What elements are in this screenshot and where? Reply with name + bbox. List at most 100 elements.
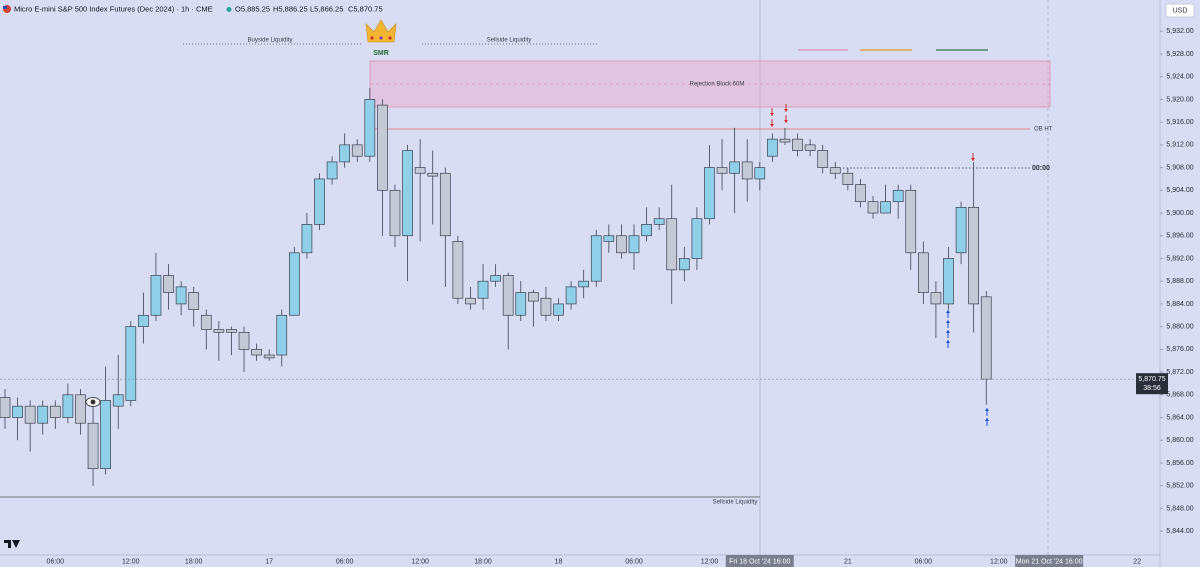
y-tick-label: 5,884.00 <box>1166 301 1193 308</box>
flag-icon-canton <box>3 6 7 9</box>
buyside-label: Buyside Liquidity <box>247 38 292 44</box>
candle-body <box>490 275 501 282</box>
candle-body <box>339 144 351 163</box>
sellside-top-label: Sellside Liquidity <box>487 38 532 44</box>
signal-arrow-head <box>971 158 975 161</box>
candle-body <box>200 314 212 330</box>
candle-body <box>0 397 11 418</box>
logo-text: SMR <box>373 50 389 57</box>
candle-body <box>439 172 451 237</box>
candle-body <box>213 329 225 333</box>
currency-label[interactable]: USD <box>1173 7 1188 14</box>
candle-body <box>565 286 577 305</box>
y-tick-label: 5,920.00 <box>1166 96 1193 103</box>
y-tick-label: 5,896.00 <box>1166 233 1193 240</box>
candle-body <box>855 184 866 203</box>
x-tick-label: 12:00 <box>411 558 429 565</box>
midnight-label: 00:00 <box>1032 165 1050 172</box>
y-tick-label: 5,888.00 <box>1166 278 1193 285</box>
header-high: H5,886.25 <box>273 4 308 13</box>
candle-body <box>163 275 174 293</box>
candle-body <box>729 161 740 174</box>
candle-body <box>314 178 325 225</box>
x-tick-label: Mon 21 Oct '24 16:00 <box>1016 558 1083 565</box>
signal-arrow-head <box>770 113 774 116</box>
candle-body <box>528 292 539 302</box>
candle-body <box>842 172 854 185</box>
candle-body <box>943 258 954 305</box>
candle-body <box>678 258 690 271</box>
y-tick-label: 5,880.00 <box>1166 323 1193 330</box>
currency-button[interactable] <box>1165 3 1195 18</box>
candle-body <box>741 161 753 180</box>
signal-arrow-head <box>985 418 989 421</box>
candle-body <box>616 235 627 254</box>
last-price-label: 5,870.75 <box>1138 376 1165 383</box>
y-tick-label: 5,848.00 <box>1166 505 1193 512</box>
signal-arrow-head <box>784 109 788 112</box>
candle-body <box>251 349 262 356</box>
rejection-block-label: Rejection Block 60M <box>690 82 745 88</box>
y-tick-label: 5,928.00 <box>1166 51 1193 58</box>
candle-body <box>767 138 778 157</box>
candle-body <box>666 218 678 271</box>
x-tick-label: 22 <box>1133 558 1141 565</box>
y-tick-label: 5,856.00 <box>1166 460 1193 467</box>
x-tick-label: 06:00 <box>625 558 643 565</box>
y-tick-label: 5,912.00 <box>1166 142 1193 149</box>
signal-arrow-head <box>946 340 950 343</box>
header-open: O5,885.25 <box>235 4 270 13</box>
candle-body <box>377 104 388 191</box>
y-tick-label: 5,900.00 <box>1166 210 1193 217</box>
candle-body <box>263 354 275 359</box>
x-highlight <box>1015 555 1084 567</box>
y-tick-label: 5,872.00 <box>1166 369 1193 376</box>
candle-body <box>892 189 904 203</box>
x-tick-label: 12:00 <box>990 558 1008 565</box>
x-tick-label: 06:00 <box>915 558 933 565</box>
x-tick-label: 18 <box>555 558 563 565</box>
y-tick-label: 5,904.00 <box>1166 187 1193 194</box>
candle-body <box>590 235 602 282</box>
candle-body <box>465 297 476 305</box>
candle-body <box>477 280 489 299</box>
candle-body <box>829 167 841 174</box>
candle-body <box>917 252 929 293</box>
y-tick-label: 5,844.00 <box>1166 528 1193 535</box>
candle-body <box>49 405 61 418</box>
tv-logo <box>4 540 20 548</box>
y-tick-label: 5,876.00 <box>1166 346 1193 353</box>
candle-body <box>138 314 149 327</box>
signal-arrow-head <box>770 124 774 127</box>
symbol-title: Micro E-mini S&P 500 Index Futures (Dec … <box>14 4 213 13</box>
candle-body <box>980 296 992 380</box>
y-tick-label: 5,864.00 <box>1166 414 1193 421</box>
candle-body <box>641 224 652 237</box>
candle-body <box>276 314 288 356</box>
crown-logo <box>365 19 397 43</box>
y-tick-label: 5,892.00 <box>1166 255 1193 262</box>
signal-arrow-head <box>946 330 950 333</box>
y-tick-label: 5,868.00 <box>1166 392 1193 399</box>
candle-body <box>301 224 313 254</box>
signal-arrow-head <box>946 310 950 313</box>
candle-body <box>226 329 237 333</box>
candle-body <box>150 275 162 316</box>
candle-body <box>905 189 917 254</box>
candle-body <box>779 138 791 143</box>
candle-body <box>402 150 413 237</box>
candle-body <box>125 326 137 401</box>
candle-body <box>578 280 590 288</box>
eye-pupil <box>90 399 96 405</box>
candle-body <box>100 400 111 470</box>
candle-body <box>653 218 665 225</box>
candle-body <box>75 394 86 424</box>
y-tick-label: 5,908.00 <box>1166 164 1193 171</box>
candle-body <box>24 405 36 424</box>
crown-gem <box>370 36 374 40</box>
candle-body <box>37 405 49 424</box>
candle-body <box>326 161 338 180</box>
candle-body <box>62 394 74 418</box>
